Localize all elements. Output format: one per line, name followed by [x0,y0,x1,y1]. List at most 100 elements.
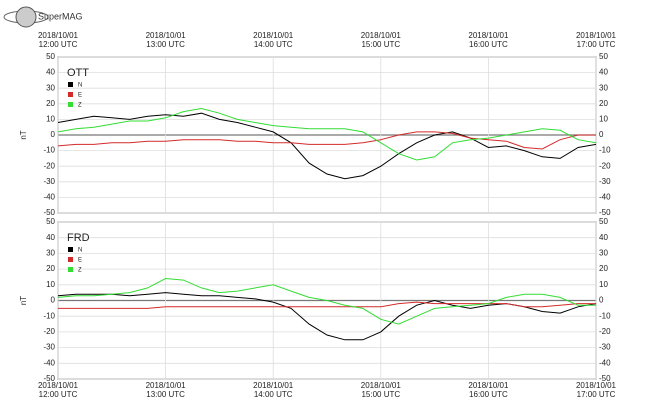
x-tick-label: 2018/10/01 14:00 UTC [253,31,294,49]
y-tick-label: -10 [43,311,55,320]
x-tick-label: 2018/10/01 17:00 UTC [576,381,617,399]
x-tick-label: 2018/10/01 16:00 UTC [468,31,509,49]
y-tick-label: 20 [46,264,55,273]
legend-label: Z [78,268,82,274]
y-tick-label: -10 [43,146,55,155]
x-tick-label: 2018/10/01 13:00 UTC [146,31,187,49]
x-tick-time: 17:00 UTC [577,40,616,49]
x-tick-label: 2018/10/01 16:00 UTC [468,381,509,399]
panel-title: FRD [67,232,90,244]
legend-swatch [68,92,73,97]
y-tick-label-right: 30 [599,83,608,92]
x-tick-label: 2018/10/01 13:00 UTC [146,381,187,399]
y-tick-label-right: -10 [599,311,611,320]
x-tick-time: 13:00 UTC [146,40,185,49]
x-tick-time: 17:00 UTC [577,390,616,399]
panel-title: OTT [67,67,89,79]
x-tick-date: 2018/10/01 [576,31,617,40]
y-tick-label: 50 [46,217,55,226]
y-tick-label: 10 [46,280,55,289]
x-tick-date: 2018/10/01 [253,381,294,390]
y-tick-label-right: -10 [599,146,611,155]
legend-label: E [78,93,82,99]
y-tick-label: -50 [43,208,55,217]
y-tick-label-right: 50 [599,52,608,61]
y-tick-label: 40 [46,68,55,77]
x-tick-time: 15:00 UTC [361,40,400,49]
x-tick-label: 2018/10/01 17:00 UTC [576,31,617,49]
y-tick-label: 20 [46,99,55,108]
y-tick-label-right: -20 [599,327,611,336]
legend-label: Z [78,103,82,109]
x-tick-time: 13:00 UTC [146,390,185,399]
y-tick-label: 0 [51,130,56,139]
y-tick-label: 0 [51,296,56,305]
x-tick-date: 2018/10/01 [38,381,79,390]
y-tick-label: -20 [43,161,55,170]
logo: SuperMAG [3,6,83,28]
y-tick-label-right: 50 [599,217,608,226]
y-tick-label-right: 10 [599,280,608,289]
y-tick-label-right: 0 [599,130,604,139]
y-tick-label-right: -50 [599,374,611,383]
y-tick-label-right: -40 [599,193,611,202]
y-tick-label: -40 [43,358,55,367]
x-tick-label: 2018/10/01 15:00 UTC [361,31,402,49]
legend-swatch [68,82,73,87]
y-tick-label: -30 [43,343,55,352]
y-tick-label-right: 40 [599,233,608,242]
x-tick-label: 2018/10/01 15:00 UTC [361,381,402,399]
y-tick-label: 30 [46,83,55,92]
legend-swatch [68,267,73,272]
x-tick-label: 2018/10/01 12:00 UTC [38,381,79,399]
x-tick-date: 2018/10/01 [468,381,509,390]
y-axis-label: nT [19,130,28,139]
x-tick-label: 2018/10/01 12:00 UTC [38,31,79,49]
x-tick-time: 16:00 UTC [469,40,508,49]
logo-globe [15,6,37,28]
y-tick-label: -20 [43,327,55,336]
series-line [57,277,596,325]
series-line [58,301,596,309]
y-axis-label: nT [19,296,28,305]
y-tick-label-right: -20 [599,161,611,170]
x-tick-date: 2018/10/01 [253,31,294,40]
x-tick-time: 14:00 UTC [254,40,293,49]
legend-label: E [78,258,82,264]
y-tick-label-right: 20 [599,264,608,273]
y-tick-label-right: 10 [599,115,608,124]
legend-swatch [68,102,73,107]
x-tick-time: 16:00 UTC [469,390,508,399]
y-tick-label-right: -30 [599,343,611,352]
x-tick-date: 2018/10/01 [146,381,187,390]
series-line [57,131,596,150]
x-tick-date: 2018/10/01 [38,31,79,40]
y-tick-label-right: -50 [599,208,611,217]
logo-text: SuperMAG [38,11,83,21]
y-tick-label-right: -40 [599,358,611,367]
x-tick-date: 2018/10/01 [361,381,402,390]
y-tick-label: 40 [46,233,55,242]
x-tick-time: 15:00 UTC [361,390,400,399]
legend-label: N [78,248,82,254]
x-tick-date: 2018/10/01 [361,31,402,40]
legend-label: N [78,83,82,89]
x-tick-time: 14:00 UTC [254,390,293,399]
y-tick-label: -50 [43,374,55,383]
x-tick-time: 12:00 UTC [39,40,78,49]
x-tick-date: 2018/10/01 [468,31,509,40]
y-tick-label-right: 30 [599,249,608,258]
y-tick-label-right: 40 [599,68,608,77]
legend-swatch [68,247,73,252]
y-tick-label: 30 [46,249,55,258]
x-tick-date: 2018/10/01 [576,381,617,390]
legend-swatch [68,257,73,262]
y-tick-label-right: -30 [599,177,611,186]
series-line [57,107,597,161]
series-line [57,112,597,180]
y-tick-label: -40 [43,193,55,202]
y-tick-label: 50 [46,52,55,61]
y-tick-label-right: 20 [599,99,608,108]
y-tick-label: 10 [46,115,55,124]
